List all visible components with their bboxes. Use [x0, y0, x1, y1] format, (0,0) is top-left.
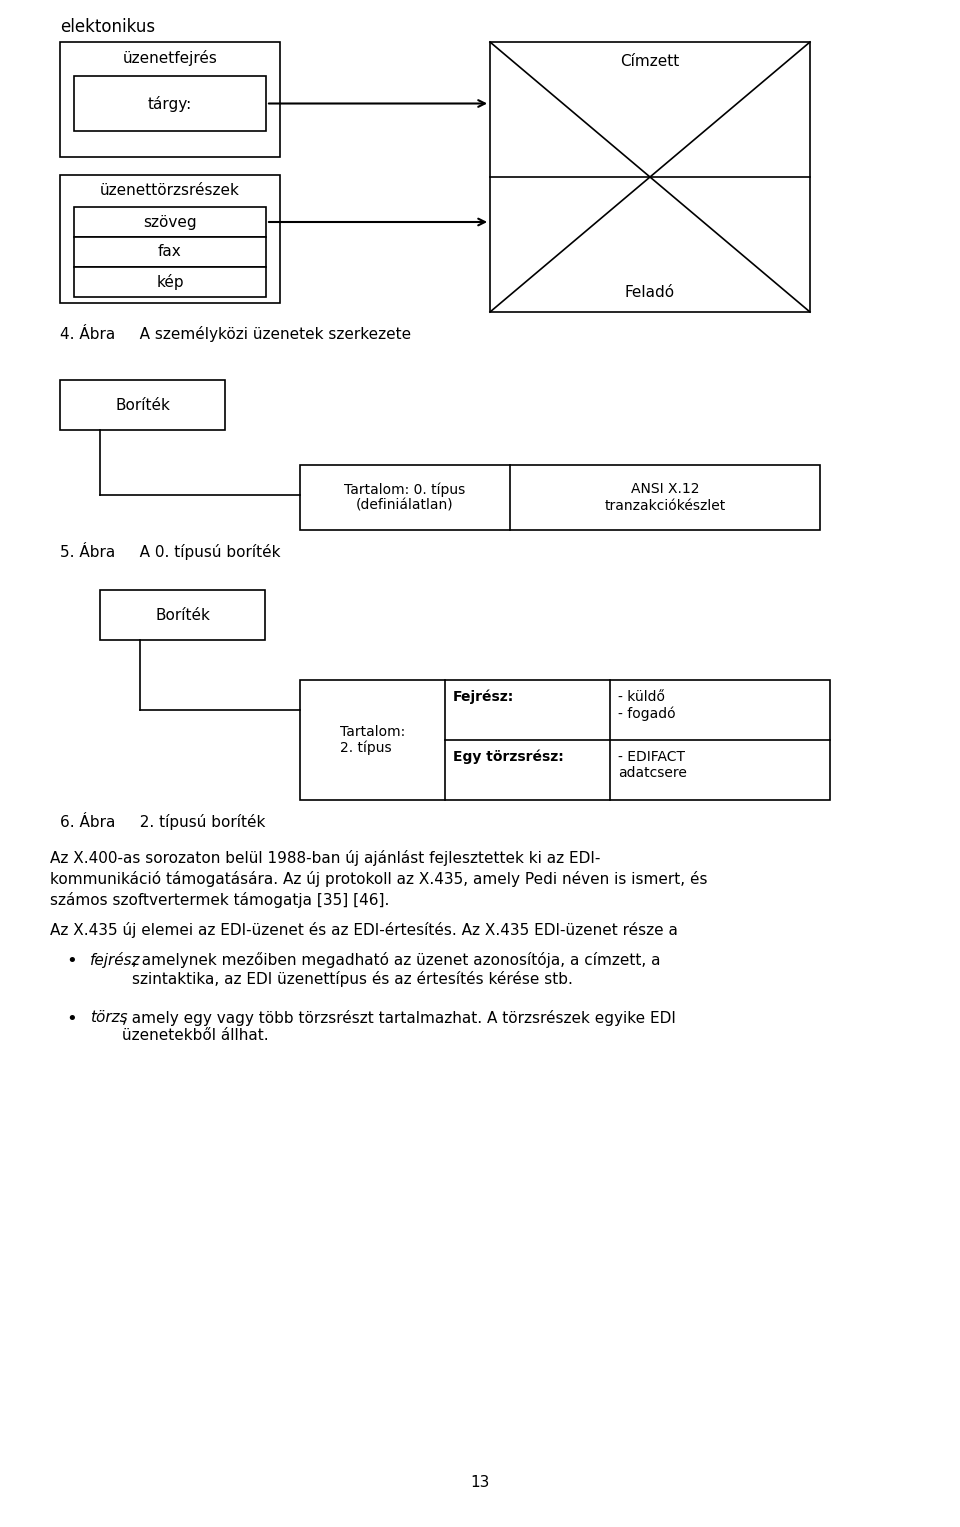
Text: szöveg: szöveg: [143, 214, 197, 229]
Bar: [300, 680, 830, 800]
Bar: [74, 237, 266, 267]
Text: Az X.435 új elemei az EDI-üzenet és az EDI-értesítés. Az X.435 EDI-üzenet része : Az X.435 új elemei az EDI-üzenet és az E…: [50, 922, 678, 938]
Text: üzenetfejrés: üzenetfejrés: [123, 50, 217, 66]
Text: 6. Ábra     2. típusú boríték: 6. Ábra 2. típusú boríték: [60, 812, 265, 831]
Bar: [60, 43, 280, 157]
Text: Boríték: Boríték: [115, 397, 170, 412]
Text: •: •: [66, 951, 77, 970]
Bar: [490, 43, 810, 312]
Text: •: •: [66, 1009, 77, 1028]
Bar: [60, 380, 225, 431]
Text: 5. Ábra     A 0. típusú boríték: 5. Ábra A 0. típusú boríték: [60, 542, 280, 560]
Text: Címzett: Címzett: [620, 53, 680, 69]
Bar: [300, 466, 820, 530]
Bar: [74, 267, 266, 296]
Text: , amely egy vagy több törzsrészt tartalmazhat. A törzsrészek egyike EDI
üzenetek: , amely egy vagy több törzsrészt tartalm…: [122, 1009, 676, 1043]
Bar: [74, 208, 266, 237]
Text: Boríték: Boríték: [156, 608, 210, 623]
Text: , amelynek mezőiben megadható az üzenet azonosítója, a címzett, a
szintaktika, a: , amelynek mezőiben megadható az üzenet …: [132, 951, 660, 986]
Text: Az X.400-as sorozaton belül 1988-ban új ajánlást fejlesztettek ki az EDI-
kommun: Az X.400-as sorozaton belül 1988-ban új …: [50, 851, 708, 909]
Text: 13: 13: [470, 1475, 490, 1490]
Text: - EDIFACT
adatcsere: - EDIFACT adatcsere: [618, 750, 686, 780]
Bar: [60, 176, 280, 302]
Text: Fejrész:: Fejrész:: [453, 690, 515, 704]
Text: 4. Ábra     A személyközi üzenetek szerkezete: 4. Ábra A személyközi üzenetek szerkezet…: [60, 324, 411, 342]
Text: - küldő
- fogadó: - küldő - fogadó: [618, 690, 676, 721]
Text: Feladó: Feladó: [625, 286, 675, 299]
Text: ANSI X.12
tranzakciókészlet: ANSI X.12 tranzakciókészlet: [605, 483, 726, 513]
Text: fax: fax: [158, 244, 181, 260]
Text: üzenettörzsrészek: üzenettörzsrészek: [100, 183, 240, 199]
Bar: [100, 589, 265, 640]
Text: Tartalom:
2. típus: Tartalom: 2. típus: [340, 725, 405, 756]
Text: törzs: törzs: [90, 1009, 128, 1025]
Text: tárgy:: tárgy:: [148, 96, 192, 111]
Text: Tartalom: 0. típus
(definiálatlan): Tartalom: 0. típus (definiálatlan): [345, 483, 466, 513]
Text: kép: kép: [156, 273, 183, 290]
Bar: [74, 76, 266, 131]
Text: fejrész: fejrész: [90, 951, 140, 968]
Text: Egy törzsrész:: Egy törzsrész:: [453, 750, 564, 765]
Text: elektonikus: elektonikus: [60, 18, 156, 37]
